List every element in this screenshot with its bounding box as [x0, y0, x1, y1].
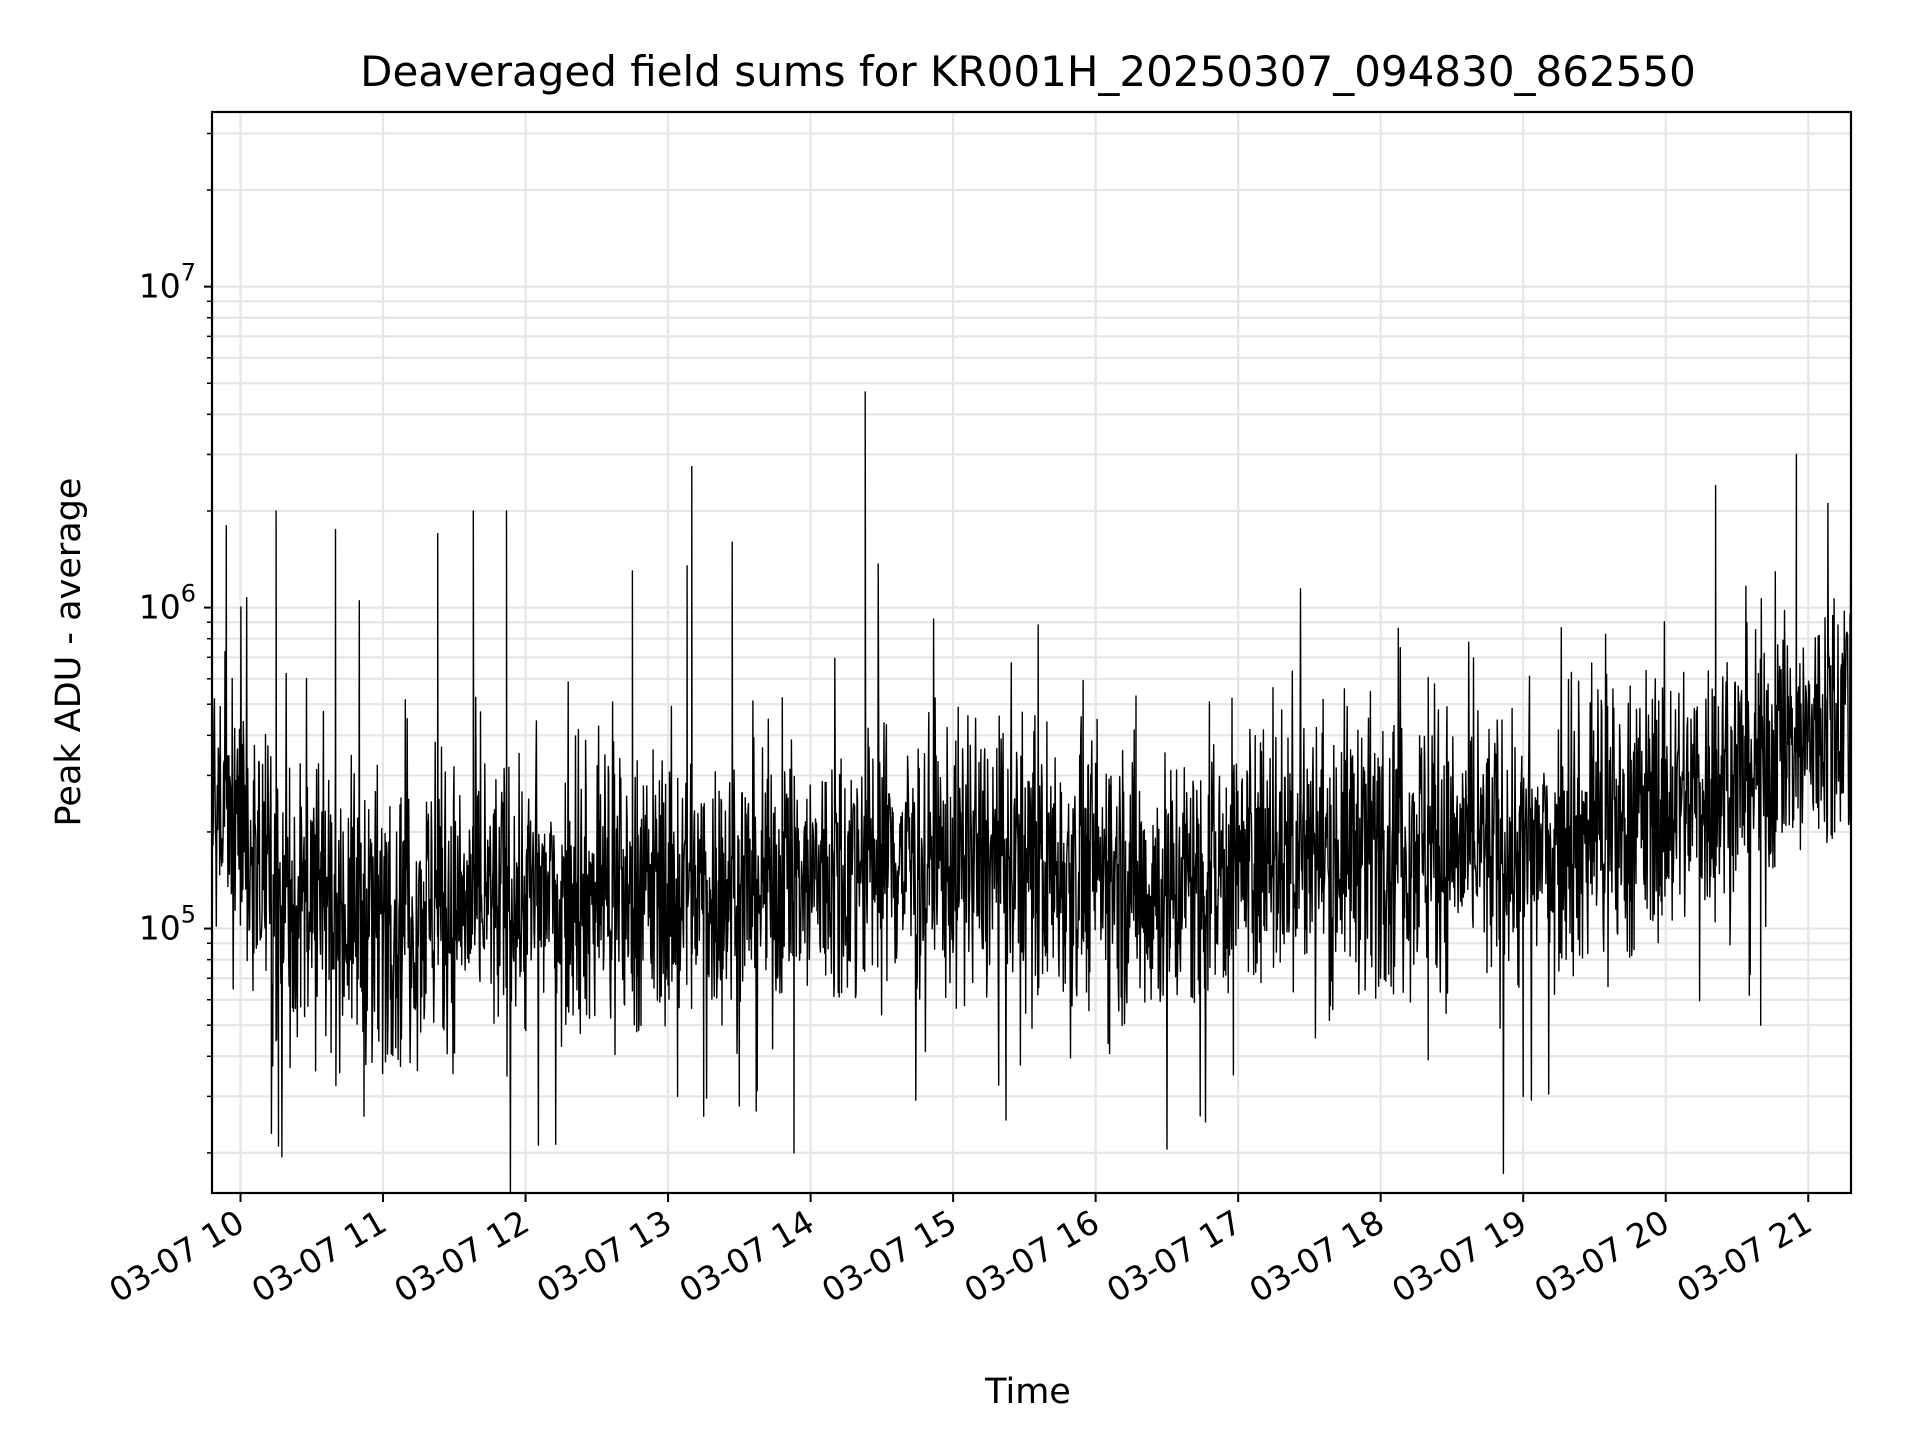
y-axis-label: Peak ADU - average — [49, 478, 89, 827]
y-tick-label: 105 — [139, 901, 196, 948]
series — [212, 164, 1851, 1193]
x-axis-label: Time — [984, 1372, 1071, 1412]
plot-frame — [210, 110, 1853, 1195]
y-tick-label: 107 — [139, 259, 196, 306]
chart-title: Deaveraged field sums for KR001H_2025030… — [360, 47, 1696, 96]
y-tick-label: 106 — [139, 580, 196, 627]
series-line — [212, 164, 1851, 1193]
